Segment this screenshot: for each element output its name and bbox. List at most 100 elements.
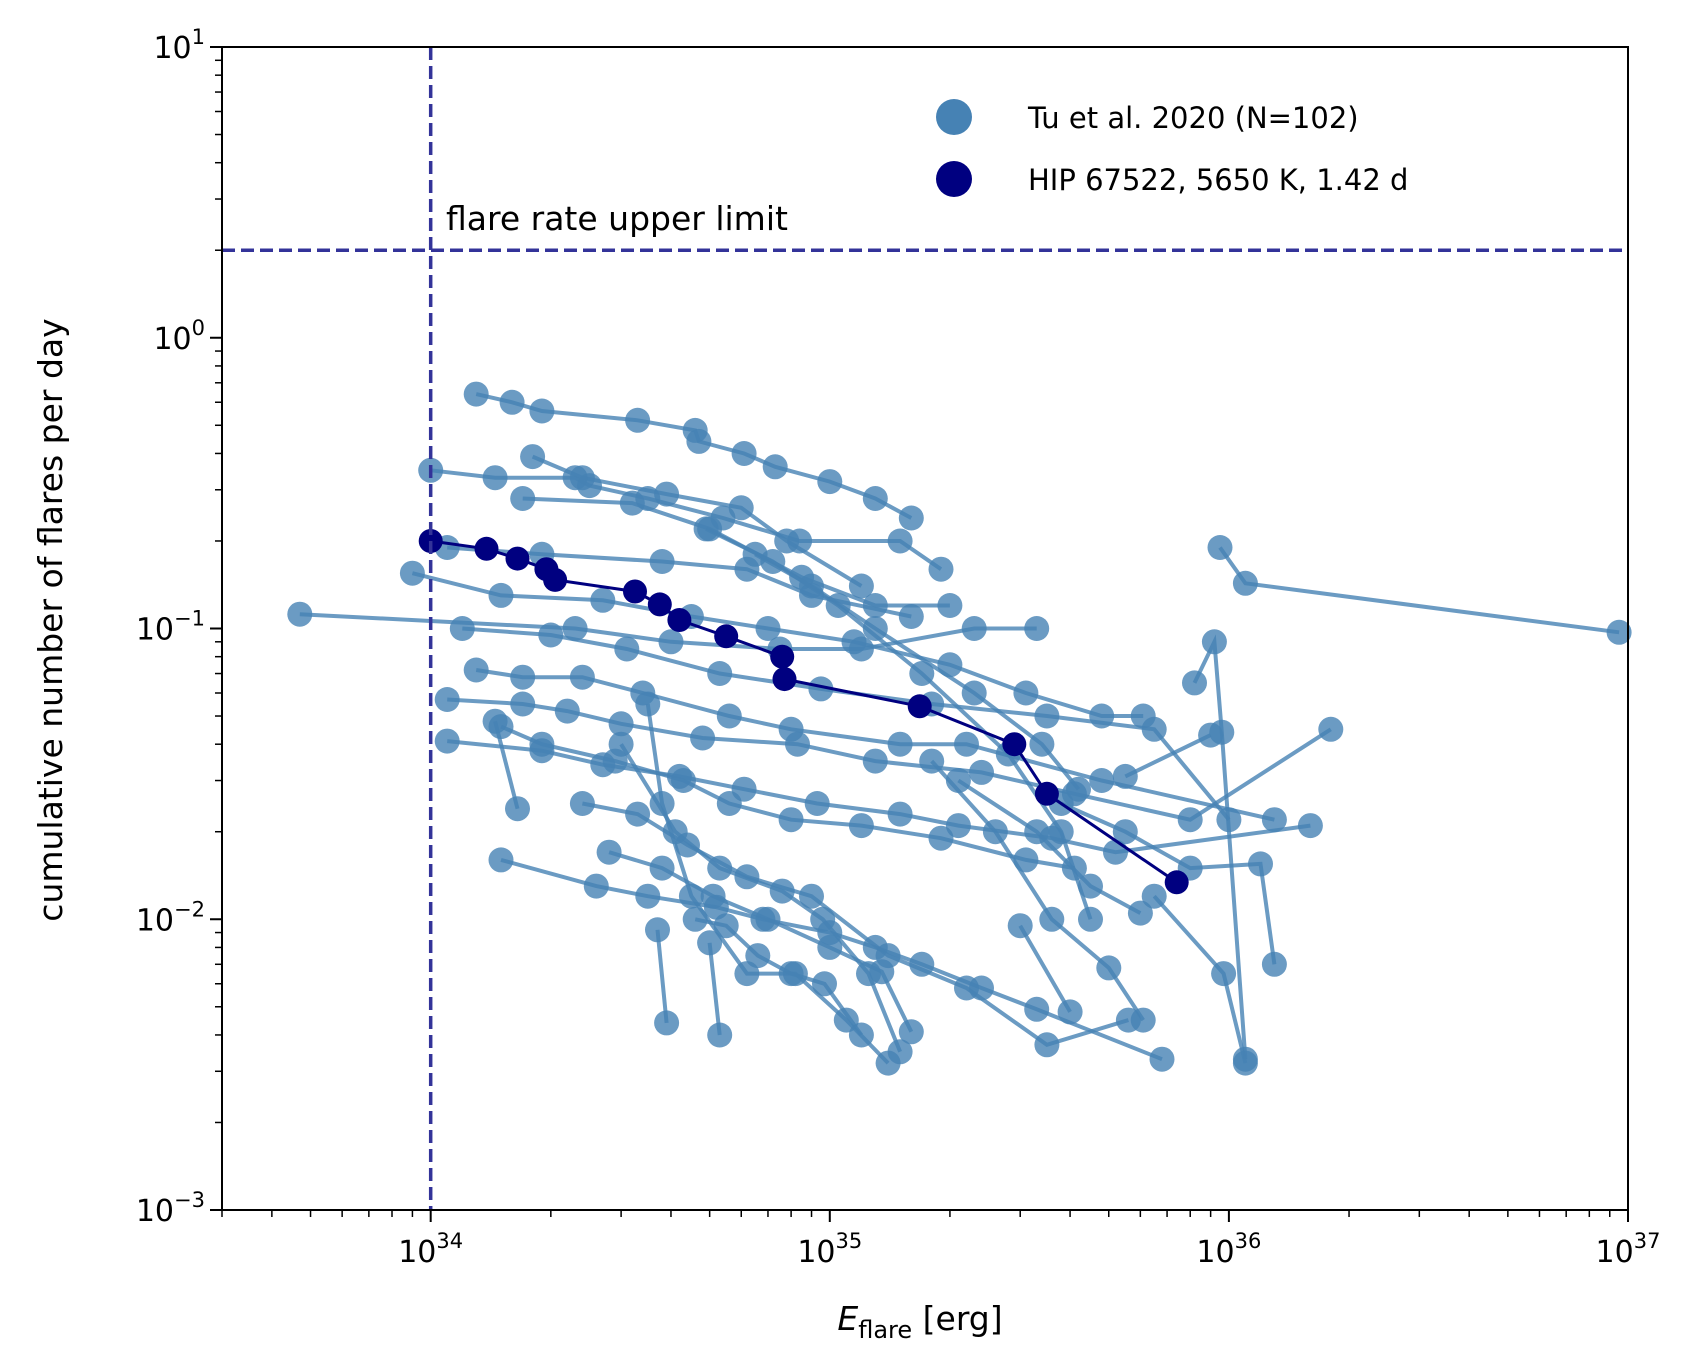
- x-tick-label: 1034: [398, 1229, 463, 1270]
- data-point: [647, 592, 672, 617]
- data-point: [875, 1050, 901, 1076]
- data-point: [898, 1019, 924, 1045]
- data-point: [1198, 722, 1224, 748]
- data-point: [635, 883, 661, 909]
- series-tu2020-26: [1182, 629, 1258, 1072]
- data-point: [954, 731, 979, 757]
- series-line: [411, 571, 1144, 718]
- legend: Tu et al. 2020 (N=102) HIP 67522, 5650 K…: [936, 99, 1408, 197]
- x-tick-exponent: 37: [1634, 1229, 1661, 1253]
- data-point: [1297, 813, 1323, 839]
- data-point: [810, 906, 836, 932]
- y-tick-label: 100: [153, 316, 205, 357]
- data-point: [658, 629, 684, 655]
- y-tick-label: 10−2: [136, 897, 205, 938]
- data-point: [562, 616, 588, 641]
- data-point: [848, 813, 874, 839]
- data-point: [1201, 629, 1227, 655]
- series-tu2020-19: [697, 930, 733, 1048]
- data-point: [649, 549, 675, 574]
- data-point: [887, 731, 913, 757]
- x-tick-exponent: 36: [1235, 1229, 1262, 1253]
- data-point: [434, 728, 460, 754]
- data-point: [848, 636, 874, 662]
- data-point: [1141, 716, 1167, 742]
- data-point: [808, 676, 834, 702]
- data-point: [898, 604, 924, 629]
- x-tick-base: 10: [1196, 1235, 1234, 1270]
- data-point: [817, 469, 843, 495]
- legend-marker-hip67522: [936, 161, 972, 197]
- data-point: [898, 505, 924, 531]
- data-point: [1066, 776, 1091, 802]
- y-tick-base: 10: [153, 31, 191, 66]
- data-point: [1034, 1032, 1060, 1058]
- data-point: [1261, 951, 1287, 977]
- series-tu2020-20: [482, 708, 530, 822]
- data-point: [961, 680, 987, 706]
- y-tick-base: 10: [136, 1194, 174, 1229]
- data-point: [755, 906, 781, 932]
- series-line: [957, 778, 1142, 915]
- data-point: [1248, 851, 1273, 877]
- data-point: [1034, 781, 1059, 806]
- data-point: [569, 791, 595, 816]
- data-point: [716, 703, 742, 729]
- series-tu2020-28: [1141, 883, 1258, 1076]
- data-point: [682, 906, 708, 932]
- data-point: [686, 428, 712, 454]
- data-point: [474, 536, 499, 561]
- data-point: [520, 444, 546, 470]
- data-point: [649, 855, 675, 881]
- series-tu2020-24: [1007, 913, 1083, 1025]
- data-point: [919, 748, 945, 774]
- data-point: [554, 698, 580, 724]
- data-point: [760, 549, 786, 574]
- data-point: [1029, 731, 1055, 757]
- series-line: [493, 720, 520, 810]
- x-axis-label-symbol: E: [837, 1299, 858, 1338]
- data-point: [463, 657, 489, 683]
- series-tu2020-29: [945, 768, 1153, 926]
- data-point: [1207, 535, 1233, 560]
- reference-lines: [222, 47, 1628, 1210]
- data-point: [590, 587, 616, 613]
- series-tu2020-23: [919, 748, 1156, 1033]
- series-tu2020-25: [1207, 535, 1632, 645]
- x-tick-base: 10: [1596, 1235, 1634, 1270]
- data-point: [1002, 732, 1027, 757]
- data-point: [1007, 913, 1033, 939]
- data-point: [583, 873, 609, 899]
- x-tick-exponent: 34: [436, 1229, 463, 1253]
- data-point: [887, 528, 913, 554]
- series-tu2020-22: [693, 516, 1103, 932]
- data-point: [671, 768, 696, 793]
- data-point: [1112, 819, 1138, 845]
- series-tu2020-15: [608, 731, 913, 1065]
- x-tick-base: 10: [797, 1235, 835, 1270]
- data-point: [510, 486, 536, 511]
- data-point: [569, 465, 595, 491]
- data-point: [862, 748, 888, 774]
- data-point: [731, 441, 757, 466]
- data-point: [1606, 619, 1632, 645]
- data-point: [856, 961, 881, 987]
- data-point: [488, 582, 514, 608]
- data-point: [1024, 616, 1050, 641]
- data-point: [825, 593, 851, 618]
- data-point: [1127, 900, 1153, 926]
- data-point: [862, 616, 888, 641]
- x-axis: 1034 1035 1036 1037: [221, 1210, 1661, 1270]
- data-point: [482, 465, 508, 491]
- series-line: [462, 626, 1231, 821]
- legend-marker-tu2020: [936, 99, 972, 135]
- x-tick-base: 10: [398, 1235, 436, 1270]
- data-point: [1211, 961, 1237, 987]
- data-point: [635, 691, 661, 717]
- data-point: [713, 913, 739, 939]
- x-tick-label: 1036: [1196, 1229, 1261, 1270]
- data-point: [1177, 807, 1203, 833]
- legend-label-tu2020: Tu et al. 2020 (N=102): [1027, 101, 1359, 135]
- data-point: [770, 644, 795, 669]
